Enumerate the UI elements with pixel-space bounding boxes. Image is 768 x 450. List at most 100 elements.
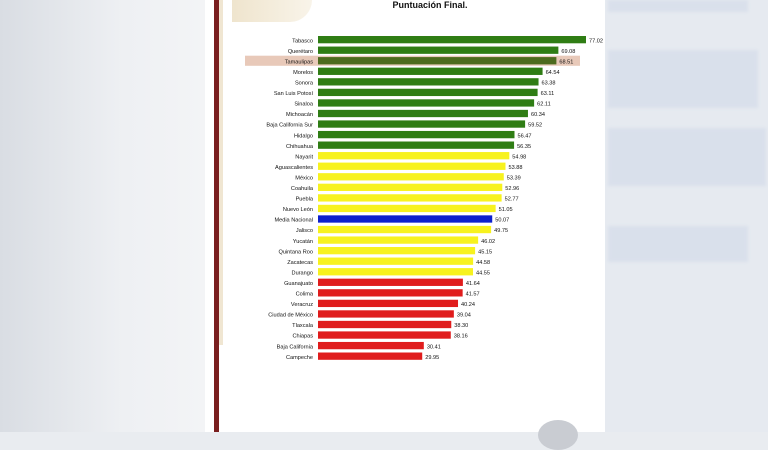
value-label: 38.16: [454, 334, 468, 340]
category-label: Veracruz: [291, 302, 313, 308]
bar: [318, 183, 503, 191]
category-label: Baja California: [277, 344, 314, 350]
category-label: Colima: [296, 292, 314, 298]
bar: [318, 99, 535, 107]
bar: [318, 109, 528, 118]
value-label: 50.07: [495, 218, 509, 224]
bar: [318, 352, 423, 360]
category-label: Sonora: [295, 81, 314, 87]
presenter-avatar: [538, 420, 578, 450]
bar: [318, 36, 586, 44]
bar: [318, 331, 451, 339]
report-margin-stripe: [219, 0, 223, 345]
category-label: Sinaloa: [294, 102, 314, 108]
category-label: Quintana Roo: [278, 249, 313, 255]
category-label: Nayarit: [295, 154, 313, 160]
value-label: 45.15: [478, 249, 492, 255]
value-label: 29.95: [425, 355, 439, 361]
value-label: 40.24: [461, 302, 475, 308]
category-label: Puebla: [296, 197, 314, 203]
category-label: México: [295, 175, 313, 181]
value-label: 59.52: [528, 123, 542, 129]
bar: [318, 204, 496, 213]
category-label: Media Nacional: [274, 218, 313, 224]
value-label: 60.34: [531, 112, 545, 118]
bar: [318, 320, 452, 329]
category-label: Durango: [292, 270, 313, 276]
background-left-panel: [0, 0, 205, 432]
value-label: 52.96: [505, 186, 519, 192]
report-header-decoration: [232, 0, 312, 22]
category-label: San Luis Potosí: [274, 91, 314, 97]
blurred-caption-3: [608, 128, 766, 186]
bar: [318, 120, 526, 128]
category-label: Chihuahua: [286, 144, 314, 150]
bar: [318, 194, 502, 202]
value-label: 38.30: [454, 323, 468, 329]
bar: [318, 162, 506, 170]
category-label: Jalisco: [296, 228, 313, 234]
value-label: 41.57: [466, 292, 480, 298]
category-label: Aguascalientes: [275, 165, 313, 171]
value-label: 53.88: [508, 165, 522, 171]
value-label: 63.11: [541, 91, 555, 97]
report-margin-bar: [214, 0, 219, 432]
category-label: Querétaro: [288, 49, 313, 55]
value-label: 44.55: [476, 270, 490, 276]
bar: [318, 268, 474, 276]
bar: [318, 215, 493, 223]
value-label: 69.08: [561, 49, 575, 55]
bar: [318, 78, 539, 86]
value-label: 54.98: [512, 154, 526, 160]
value-label: 56.35: [517, 144, 531, 150]
blurred-caption-4: [608, 226, 748, 262]
category-label: Campeche: [286, 355, 313, 361]
bar: [318, 257, 474, 265]
bar: [318, 46, 559, 54]
bar: [318, 299, 459, 308]
chart-title: Puntuación Final.: [392, 0, 468, 10]
value-label: 64.54: [546, 70, 560, 76]
bar: [318, 67, 543, 75]
value-label: 46.02: [481, 239, 495, 245]
category-label: Coahuila: [291, 186, 314, 192]
category-label: Yucatán: [293, 239, 313, 245]
value-label: 62.11: [537, 102, 551, 108]
bar: [318, 152, 510, 160]
bar: [318, 341, 424, 350]
value-label: 53.39: [507, 175, 521, 181]
value-label: 77.02: [589, 38, 603, 44]
category-label: Nuevo León: [283, 207, 313, 213]
category-label: Baja California Sur: [266, 123, 313, 129]
bar: [318, 278, 463, 286]
value-label: 63.38: [542, 81, 556, 87]
value-label: 56.47: [517, 133, 531, 139]
category-label: Tamaulipas: [285, 59, 313, 65]
value-label: 30.41: [427, 344, 441, 350]
bar: [318, 141, 515, 149]
value-label: 52.77: [505, 197, 519, 203]
bar: [318, 225, 492, 234]
bar: [318, 173, 504, 181]
bar: [318, 236, 479, 244]
value-label: 39.04: [457, 313, 471, 319]
category-label: Tlaxcala: [292, 323, 314, 329]
bar: [318, 289, 463, 297]
category-label: Ciudad de México: [268, 313, 313, 319]
bar: [318, 88, 538, 97]
category-label: Zacatecas: [287, 260, 313, 266]
blurred-caption-2: [608, 50, 758, 108]
value-label: 51.05: [499, 207, 513, 213]
category-label: Guanajuato: [284, 281, 313, 287]
category-label: Tabasco: [292, 38, 313, 44]
category-label: Morelos: [293, 70, 313, 76]
category-label: Hidalgo: [294, 133, 313, 139]
category-label: Chiapas: [292, 334, 313, 340]
value-label: 41.64: [466, 281, 480, 287]
value-label: 68.51: [559, 59, 573, 65]
bar: [318, 57, 557, 65]
value-label: 49.75: [494, 228, 508, 234]
blurred-caption-1: [608, 0, 748, 12]
bar: [318, 130, 515, 139]
bar-chart: Tabasco 77.02 Querétaro 69.08 Tamaulipas 68.5…: [245, 36, 603, 361]
